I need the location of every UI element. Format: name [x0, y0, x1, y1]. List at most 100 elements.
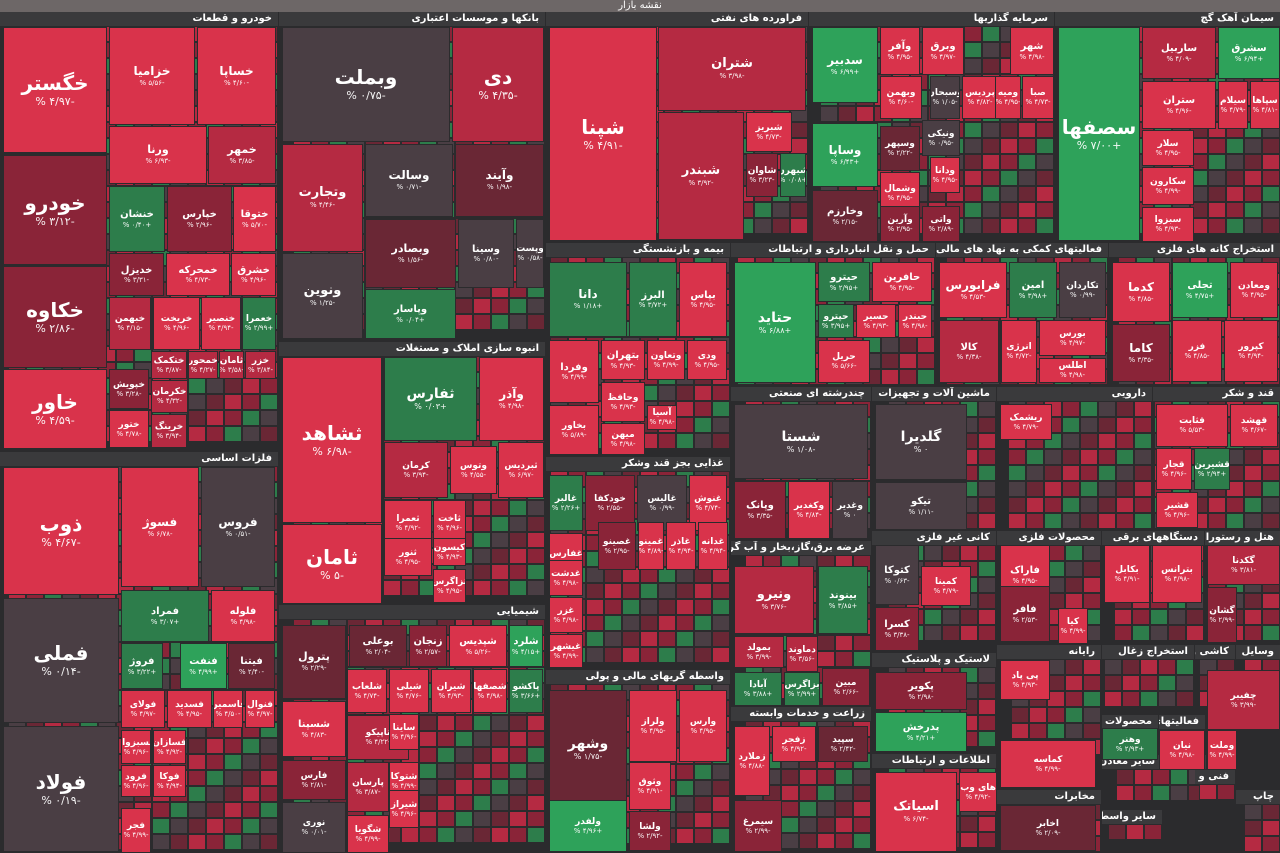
small-stock-cell[interactable] — [1026, 513, 1044, 529]
small-stock-cell[interactable] — [964, 58, 982, 74]
small-stock-cell[interactable] — [1262, 609, 1280, 625]
small-stock-cell[interactable] — [1176, 691, 1194, 707]
small-stock-cell[interactable] — [491, 314, 509, 330]
sector-title[interactable]: چاپ — [1236, 790, 1280, 804]
stock-tile[interactable]: مبین -۲/۶۶ % — [822, 668, 870, 706]
stock-tile[interactable]: پی پاد -۴/۹۳ % — [1000, 660, 1050, 700]
small-stock-cell[interactable] — [1000, 122, 1018, 138]
small-stock-cell[interactable] — [694, 417, 712, 433]
small-stock-cell[interactable] — [838, 106, 856, 122]
small-stock-cell[interactable] — [754, 202, 772, 218]
stock-tile[interactable]: گلدیرا ۰ % — [875, 404, 967, 480]
small-stock-cell[interactable] — [1152, 769, 1170, 785]
stock-tile[interactable]: ختور -۴/۷۸ % — [109, 410, 149, 448]
small-stock-cell[interactable] — [640, 615, 658, 631]
small-stock-cell[interactable] — [1083, 545, 1101, 561]
stock-tile[interactable]: ثفارس +۰/۰۳ % — [384, 357, 477, 441]
small-stock-cell[interactable] — [242, 770, 260, 786]
stock-tile[interactable]: وکغدیر -۴/۸۴ % — [788, 481, 830, 539]
small-stock-cell[interactable] — [604, 647, 622, 663]
small-stock-cell[interactable] — [188, 818, 206, 834]
small-stock-cell[interactable] — [491, 580, 509, 596]
small-stock-cell[interactable] — [604, 631, 622, 647]
small-stock-cell[interactable] — [509, 795, 527, 811]
small-stock-cell[interactable] — [1047, 723, 1065, 739]
stock-tile[interactable]: ریشمک -۴/۷۹ % — [1000, 404, 1052, 440]
small-stock-cell[interactable] — [527, 314, 545, 330]
stock-tile[interactable]: فسدید -۴/۹۵ % — [167, 690, 212, 728]
stock-tile[interactable]: خمهر -۳/۸۵ % — [208, 126, 276, 184]
stock-tile[interactable]: وحافظ -۴/۹۳ % — [601, 382, 645, 422]
small-stock-cell[interactable] — [1065, 723, 1083, 739]
small-stock-cell[interactable] — [1140, 691, 1158, 707]
stock-tile[interactable]: وتوس -۴/۵۵ % — [450, 446, 497, 494]
small-stock-cell[interactable] — [978, 625, 996, 641]
stock-tile[interactable]: وپست -۰/۵۸ % — [516, 219, 544, 288]
small-stock-cell[interactable] — [640, 583, 658, 599]
stock-tile[interactable]: وبرق -۴/۹۷ % — [922, 27, 964, 75]
small-stock-cell[interactable] — [781, 785, 799, 801]
small-stock-cell[interactable] — [790, 202, 808, 218]
stock-tile[interactable]: ومعادن -۴/۹۵ % — [1230, 262, 1278, 318]
stock-tile[interactable]: قجار -۴/۹۶ % — [1156, 448, 1192, 490]
stock-tile[interactable]: شتران -۳/۹۸ % — [658, 27, 806, 111]
small-stock-cell[interactable] — [527, 827, 545, 843]
small-stock-cell[interactable] — [1083, 593, 1101, 609]
small-stock-cell[interactable] — [1244, 593, 1262, 609]
small-stock-cell[interactable] — [509, 747, 527, 763]
stock-tile[interactable]: خنشان +۰/۴۰ % — [109, 186, 165, 252]
small-stock-cell[interactable] — [676, 764, 694, 780]
small-stock-cell[interactable] — [1262, 481, 1280, 497]
small-stock-cell[interactable] — [942, 625, 960, 641]
stock-tile[interactable]: غدشت -۴/۹۸ % — [549, 560, 583, 596]
small-stock-cell[interactable] — [640, 631, 658, 647]
stock-tile[interactable]: سلار -۴/۹۵ % — [1142, 130, 1194, 166]
stock-tile[interactable]: کاما -۳/۳۵ % — [1112, 324, 1170, 382]
sector-title[interactable]: بانکها و موسسات اعتباری — [279, 12, 545, 26]
stock-tile[interactable]: خپویش -۳/۲۸ % — [109, 369, 149, 409]
small-stock-cell[interactable] — [982, 154, 1000, 170]
small-stock-cell[interactable] — [1262, 465, 1280, 481]
small-stock-cell[interactable] — [224, 802, 242, 818]
stock-tile[interactable]: سپید -۲/۴۲ % — [818, 726, 868, 762]
small-stock-cell[interactable] — [509, 548, 527, 564]
small-stock-cell[interactable] — [1244, 625, 1262, 641]
small-stock-cell[interactable] — [694, 812, 712, 828]
small-stock-cell[interactable] — [817, 785, 835, 801]
stock-tile[interactable]: خکاوه -۲/۸۶ % — [3, 266, 107, 368]
stock-tile[interactable]: ودانا -۴/۹۵ % — [930, 157, 960, 193]
stock-tile[interactable]: خرینگ -۳/۹۴ % — [151, 414, 187, 448]
stock-tile[interactable]: خدیزل -۳/۳۱ % — [109, 253, 164, 296]
stock-tile[interactable]: ونوین -۱/۲۵ % — [282, 253, 363, 339]
stock-tile[interactable]: شلرد +۴/۱۵ % — [509, 625, 543, 667]
small-stock-cell[interactable] — [694, 647, 712, 663]
small-stock-cell[interactable] — [694, 583, 712, 599]
small-stock-cell[interactable] — [170, 834, 188, 850]
stock-tile[interactable]: ولراز -۴/۹۵ % — [629, 690, 677, 762]
small-stock-cell[interactable] — [978, 667, 996, 683]
stock-tile[interactable]: بتهران -۴/۹۳ % — [601, 340, 645, 380]
small-stock-cell[interactable] — [527, 715, 545, 731]
small-stock-cell[interactable] — [1083, 691, 1101, 707]
stock-tile[interactable]: زفجر -۴/۹۲ % — [772, 726, 816, 762]
small-stock-cell[interactable] — [978, 481, 996, 497]
stock-tile[interactable]: دانا +۱/۱۸ % — [549, 262, 627, 337]
stock-tile[interactable]: حپترو +۳/۹۵ % — [818, 304, 854, 338]
stock-tile[interactable]: فزر -۴/۸۵ % — [1172, 320, 1222, 382]
stock-tile[interactable]: ساینا -۴/۹۶ % — [389, 714, 419, 750]
small-stock-cell[interactable] — [473, 827, 491, 843]
small-stock-cell[interactable] — [437, 747, 455, 763]
small-stock-cell[interactable] — [853, 651, 871, 667]
small-stock-cell[interactable] — [694, 796, 712, 812]
small-stock-cell[interactable] — [1116, 401, 1134, 417]
sector-title[interactable]: فلزات اساسی — [0, 452, 278, 466]
small-stock-cell[interactable] — [419, 795, 437, 811]
stock-tile[interactable]: فرابورس -۴/۵۳ % — [939, 262, 1007, 318]
small-stock-cell[interactable] — [527, 731, 545, 747]
stock-tile[interactable]: وبصادر -۱/۵۶ % — [365, 219, 456, 288]
small-stock-cell[interactable] — [527, 580, 545, 596]
small-stock-cell[interactable] — [1008, 449, 1026, 465]
small-stock-cell[interactable] — [242, 818, 260, 834]
small-stock-cell[interactable] — [835, 833, 853, 849]
small-stock-cell[interactable] — [1011, 723, 1029, 739]
